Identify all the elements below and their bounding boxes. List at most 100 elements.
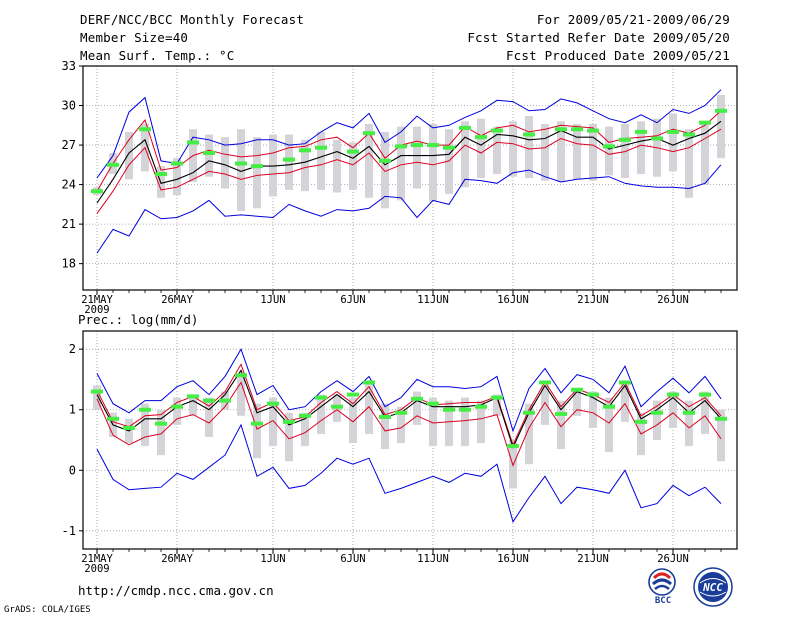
- median-mark: [171, 161, 183, 166]
- median-mark: [635, 419, 647, 424]
- forecast-period: For 2009/05/21-2009/06/29: [536, 12, 730, 27]
- median-mark: [251, 164, 263, 169]
- spread-box: [525, 403, 533, 465]
- spread-box: [301, 412, 309, 447]
- member-size: Member Size=40: [80, 30, 189, 45]
- plot-frame: [82, 65, 738, 291]
- median-mark: [363, 380, 375, 385]
- y-tick-label: 18: [62, 257, 76, 271]
- spread-box: [701, 391, 709, 434]
- temperature-panel: 18 21 24 27 30 33 21MAY 26MAY 1JUN 6JUN 11JUN 16JUN…: [62, 59, 738, 316]
- median-mark: [251, 421, 263, 426]
- spread-box: [349, 397, 357, 444]
- spread-box: [573, 123, 581, 180]
- median-mark: [315, 145, 327, 150]
- median-mark: [139, 127, 151, 132]
- series-min-line: [96, 423, 722, 523]
- series-upper-line: [96, 110, 722, 192]
- spread-box: [285, 134, 293, 190]
- spread-box: [157, 409, 165, 456]
- y-tick-label: 0: [69, 463, 76, 477]
- spread-box: [381, 403, 389, 450]
- spread-box: [413, 391, 421, 425]
- spread-box: [605, 397, 613, 453]
- spread-box: [493, 394, 501, 416]
- series-lower-line: [96, 128, 722, 214]
- median-mark: [507, 444, 519, 449]
- spread-box: [669, 113, 677, 172]
- series-max-line: [96, 348, 722, 433]
- x-year-label: 2009: [84, 304, 109, 316]
- plot-frame: [82, 330, 738, 550]
- x-tick-label: 26JUN: [657, 553, 689, 565]
- median-mark: [603, 404, 615, 409]
- median-mark: [619, 380, 631, 385]
- spread-box: [573, 388, 581, 416]
- spread-box: [333, 139, 341, 193]
- median-mark: [411, 396, 423, 401]
- spread-box: [205, 397, 213, 437]
- median-mark: [571, 127, 583, 132]
- median-mark: [107, 416, 119, 421]
- spread-box: [605, 126, 613, 176]
- median-mark: [363, 131, 375, 136]
- median-mark: [683, 410, 695, 415]
- median-mark: [699, 392, 711, 397]
- spread-box: [173, 397, 181, 425]
- median-mark: [491, 128, 503, 133]
- median-mark: [603, 144, 615, 149]
- x-tick-label: 26JUN: [657, 294, 689, 306]
- spread-box: [557, 400, 565, 450]
- median-mark: [299, 413, 311, 418]
- median-mark: [459, 125, 471, 130]
- spread-box: [317, 394, 325, 434]
- median-mark: [523, 410, 535, 415]
- precipitation-panel: -1 0 1 2 21MAY 26MAY 1JUN 6JUN 11JUN 16JUN 21JUN 26…: [62, 330, 738, 575]
- median-mark: [379, 158, 391, 163]
- median-mark: [187, 394, 199, 399]
- x-tick-label: 21JUN: [577, 553, 609, 565]
- produced-date: Fcst Produced Date 2009/05/21: [505, 48, 730, 63]
- spread-box: [93, 385, 101, 410]
- spread-box: [301, 139, 309, 192]
- x-tick-label: 16JUN: [497, 294, 529, 306]
- median-mark: [203, 150, 215, 155]
- x-tick-label: 11JUN: [417, 553, 449, 565]
- median-mark: [107, 162, 119, 167]
- median-mark: [187, 140, 199, 145]
- grads-credit: GrADS: COLA/IGES: [4, 605, 91, 615]
- median-mark: [395, 144, 407, 149]
- spread-box: [477, 400, 485, 444]
- spread-box: [589, 391, 597, 428]
- median-mark: [203, 398, 215, 403]
- spread-box: [285, 412, 293, 462]
- source-url[interactable]: http://cmdp.ncc.cma.gov.cn: [78, 583, 274, 598]
- spread-box: [381, 131, 389, 209]
- spread-box: [461, 397, 469, 447]
- spread-box: [621, 123, 629, 178]
- ncc-logo-icon: NCC: [693, 567, 733, 607]
- median-mark: [619, 137, 631, 142]
- y-tick-label: -1: [62, 524, 76, 538]
- y-tick-label: 24: [62, 178, 76, 192]
- median-mark: [171, 404, 183, 409]
- spread-box: [685, 400, 693, 447]
- series-max-line: [96, 89, 722, 179]
- y-tick-label: 21: [62, 217, 76, 231]
- median-mark: [699, 120, 711, 125]
- median-mark: [587, 128, 599, 133]
- bcc-logo-text: BCC: [655, 596, 671, 606]
- median-mark: [475, 404, 487, 409]
- y-tick-label: 2: [69, 342, 76, 356]
- spread-box: [253, 137, 261, 209]
- median-mark: [523, 132, 535, 137]
- bcc-logo-icon: BCC: [648, 568, 676, 606]
- median-mark: [219, 398, 231, 403]
- median-mark: [715, 108, 727, 113]
- spread-box: [637, 121, 645, 175]
- median-mark: [235, 373, 247, 378]
- median-mark: [379, 414, 391, 419]
- series-upper-line: [96, 363, 722, 447]
- spread-box: [205, 134, 213, 177]
- median-mark: [459, 407, 471, 412]
